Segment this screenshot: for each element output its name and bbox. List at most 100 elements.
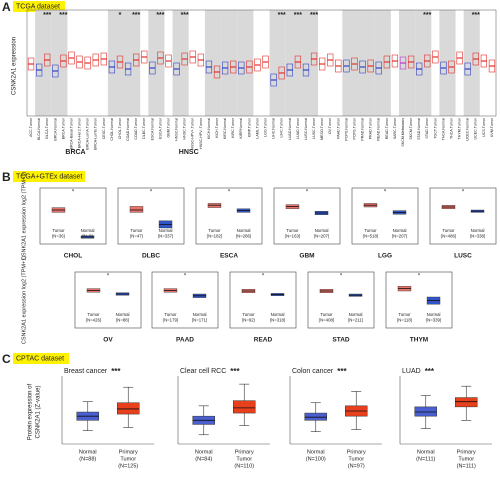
subplot-frame	[39, 187, 107, 245]
group-count: (N=88)	[116, 318, 130, 323]
y-axis-label: Protein expression of	[28, 383, 34, 440]
significance: ***	[181, 12, 189, 19]
x-tick-label: KICH.Tumor	[215, 117, 219, 138]
group-count: (N=182)	[207, 234, 223, 239]
group-count: (N=179)	[163, 318, 179, 323]
significance: ***	[425, 367, 435, 376]
pair-shade	[148, 10, 165, 116]
x-tick-label: READ.Normal	[377, 118, 381, 141]
x-tick-label: OV.Tumor	[328, 117, 332, 134]
cancer-name: ESCA	[220, 253, 238, 260]
group-count: (N=118)	[397, 318, 413, 323]
group-label: Normal	[81, 228, 95, 233]
group-count: (N=211)	[348, 318, 364, 323]
x-tick-label: BRCA-LumB.Tumor	[94, 117, 98, 150]
group-label: (N=111)	[457, 463, 476, 469]
pair-shade	[415, 10, 432, 116]
significance: *	[119, 12, 122, 19]
pair-shade	[301, 10, 319, 116]
significance: *	[340, 274, 343, 280]
x-tick-label: GBM.Tumor	[166, 117, 170, 137]
group-label: Tumor	[442, 228, 455, 233]
group-label: (N=111)	[416, 456, 435, 462]
significance: ***	[423, 12, 431, 19]
group-label: (N=125)	[118, 463, 138, 469]
y-axis-label: CSNK2A1 (Z-value)	[36, 385, 42, 438]
significance: *	[462, 190, 465, 196]
group-label: Normal	[271, 312, 285, 317]
header-box	[13, 353, 69, 364]
cancer-name: CHOL	[64, 253, 82, 260]
cancer-name: PAAD	[176, 337, 194, 344]
group-label: Normal	[159, 228, 173, 233]
panel-letter: A	[2, 0, 11, 14]
group-label: Normal	[349, 312, 363, 317]
x-tick-label: BRCA-LumA.Tumor	[86, 117, 90, 150]
cancer-name: LGG	[378, 253, 392, 260]
x-tick-label: BRCA-Her2.Tumor	[78, 117, 82, 148]
x-tick-label: SKCM.Metastasis	[401, 118, 405, 147]
pair-shade	[374, 10, 391, 116]
x-tick-label: DLBC.Tumor	[142, 117, 146, 139]
pair-shade	[463, 10, 480, 116]
significance: *	[107, 274, 110, 280]
group-label: (N=97)	[348, 463, 365, 469]
significance: *	[384, 190, 387, 196]
cancer-name: DLBC	[142, 253, 160, 260]
significance: ***	[472, 12, 480, 19]
group-count: (N=338)	[470, 234, 486, 239]
group-label: Normal	[193, 312, 207, 317]
pair-shade	[285, 10, 302, 116]
group-label: Normal	[315, 228, 329, 233]
group-label: Normal	[417, 449, 435, 455]
group-label: Tumor	[120, 456, 136, 462]
box	[116, 402, 140, 415]
group-count: (N=518)	[363, 234, 379, 239]
group-label: Tumor	[87, 312, 100, 317]
group-count: (N=163)	[285, 234, 301, 239]
subplot-frame	[117, 187, 185, 245]
box	[454, 397, 478, 408]
subplot-frame	[307, 271, 375, 329]
significance: ***	[337, 367, 347, 376]
pair-shade	[172, 10, 189, 116]
header-box	[13, 171, 85, 182]
significance: *	[184, 274, 187, 280]
pair-shade	[237, 10, 254, 116]
group-count: (N=207)	[314, 234, 330, 239]
y-axis-label: CSNK2A1 expression	[12, 37, 18, 95]
x-tick-label: SKCM.Tumor	[409, 117, 413, 139]
x-tick-label: PRAD.Tumor	[369, 117, 373, 139]
group-label: Primary	[119, 449, 138, 455]
pair-shade	[358, 10, 375, 116]
pair-shade	[342, 10, 359, 116]
panel-header: TCGA dataset	[16, 3, 60, 10]
x-tick-label: HNSC.Normal	[175, 118, 179, 141]
group-count: (N=426)	[86, 318, 102, 323]
x-tick-label: LUSC.Tumor	[312, 117, 316, 139]
group-count: (N=286)	[236, 234, 252, 239]
group-label: (N=110)	[234, 463, 254, 469]
x-tick-label: UCS.Tumor	[482, 117, 486, 137]
group-label: Normal	[471, 228, 485, 233]
x-tick-label: LIHC.Tumor	[280, 117, 284, 137]
group-label: (N=84)	[195, 456, 212, 462]
x-tick-label: ACC.Tumor	[29, 117, 33, 137]
group-label: (N=88)	[79, 456, 96, 462]
cancer-name: STAD	[332, 337, 350, 344]
group-count: (N=47)	[130, 234, 144, 239]
group-label: Normal	[116, 312, 130, 317]
x-tick-label: CHOL.Normal	[110, 118, 114, 141]
x-tick-label: BRCA.Tumor	[61, 117, 65, 139]
cancer-name: READ	[254, 337, 273, 344]
significance: ***	[156, 12, 164, 19]
x-tick-label: PCPG.Tumor	[352, 117, 356, 139]
significance: *	[150, 190, 153, 196]
subplot-frame	[351, 187, 419, 245]
pair-shade	[107, 10, 125, 116]
box	[232, 400, 256, 414]
group-count: (N=9)	[82, 234, 93, 239]
subplot-title: LUAD	[402, 368, 421, 375]
panel-letter: B	[2, 170, 11, 184]
